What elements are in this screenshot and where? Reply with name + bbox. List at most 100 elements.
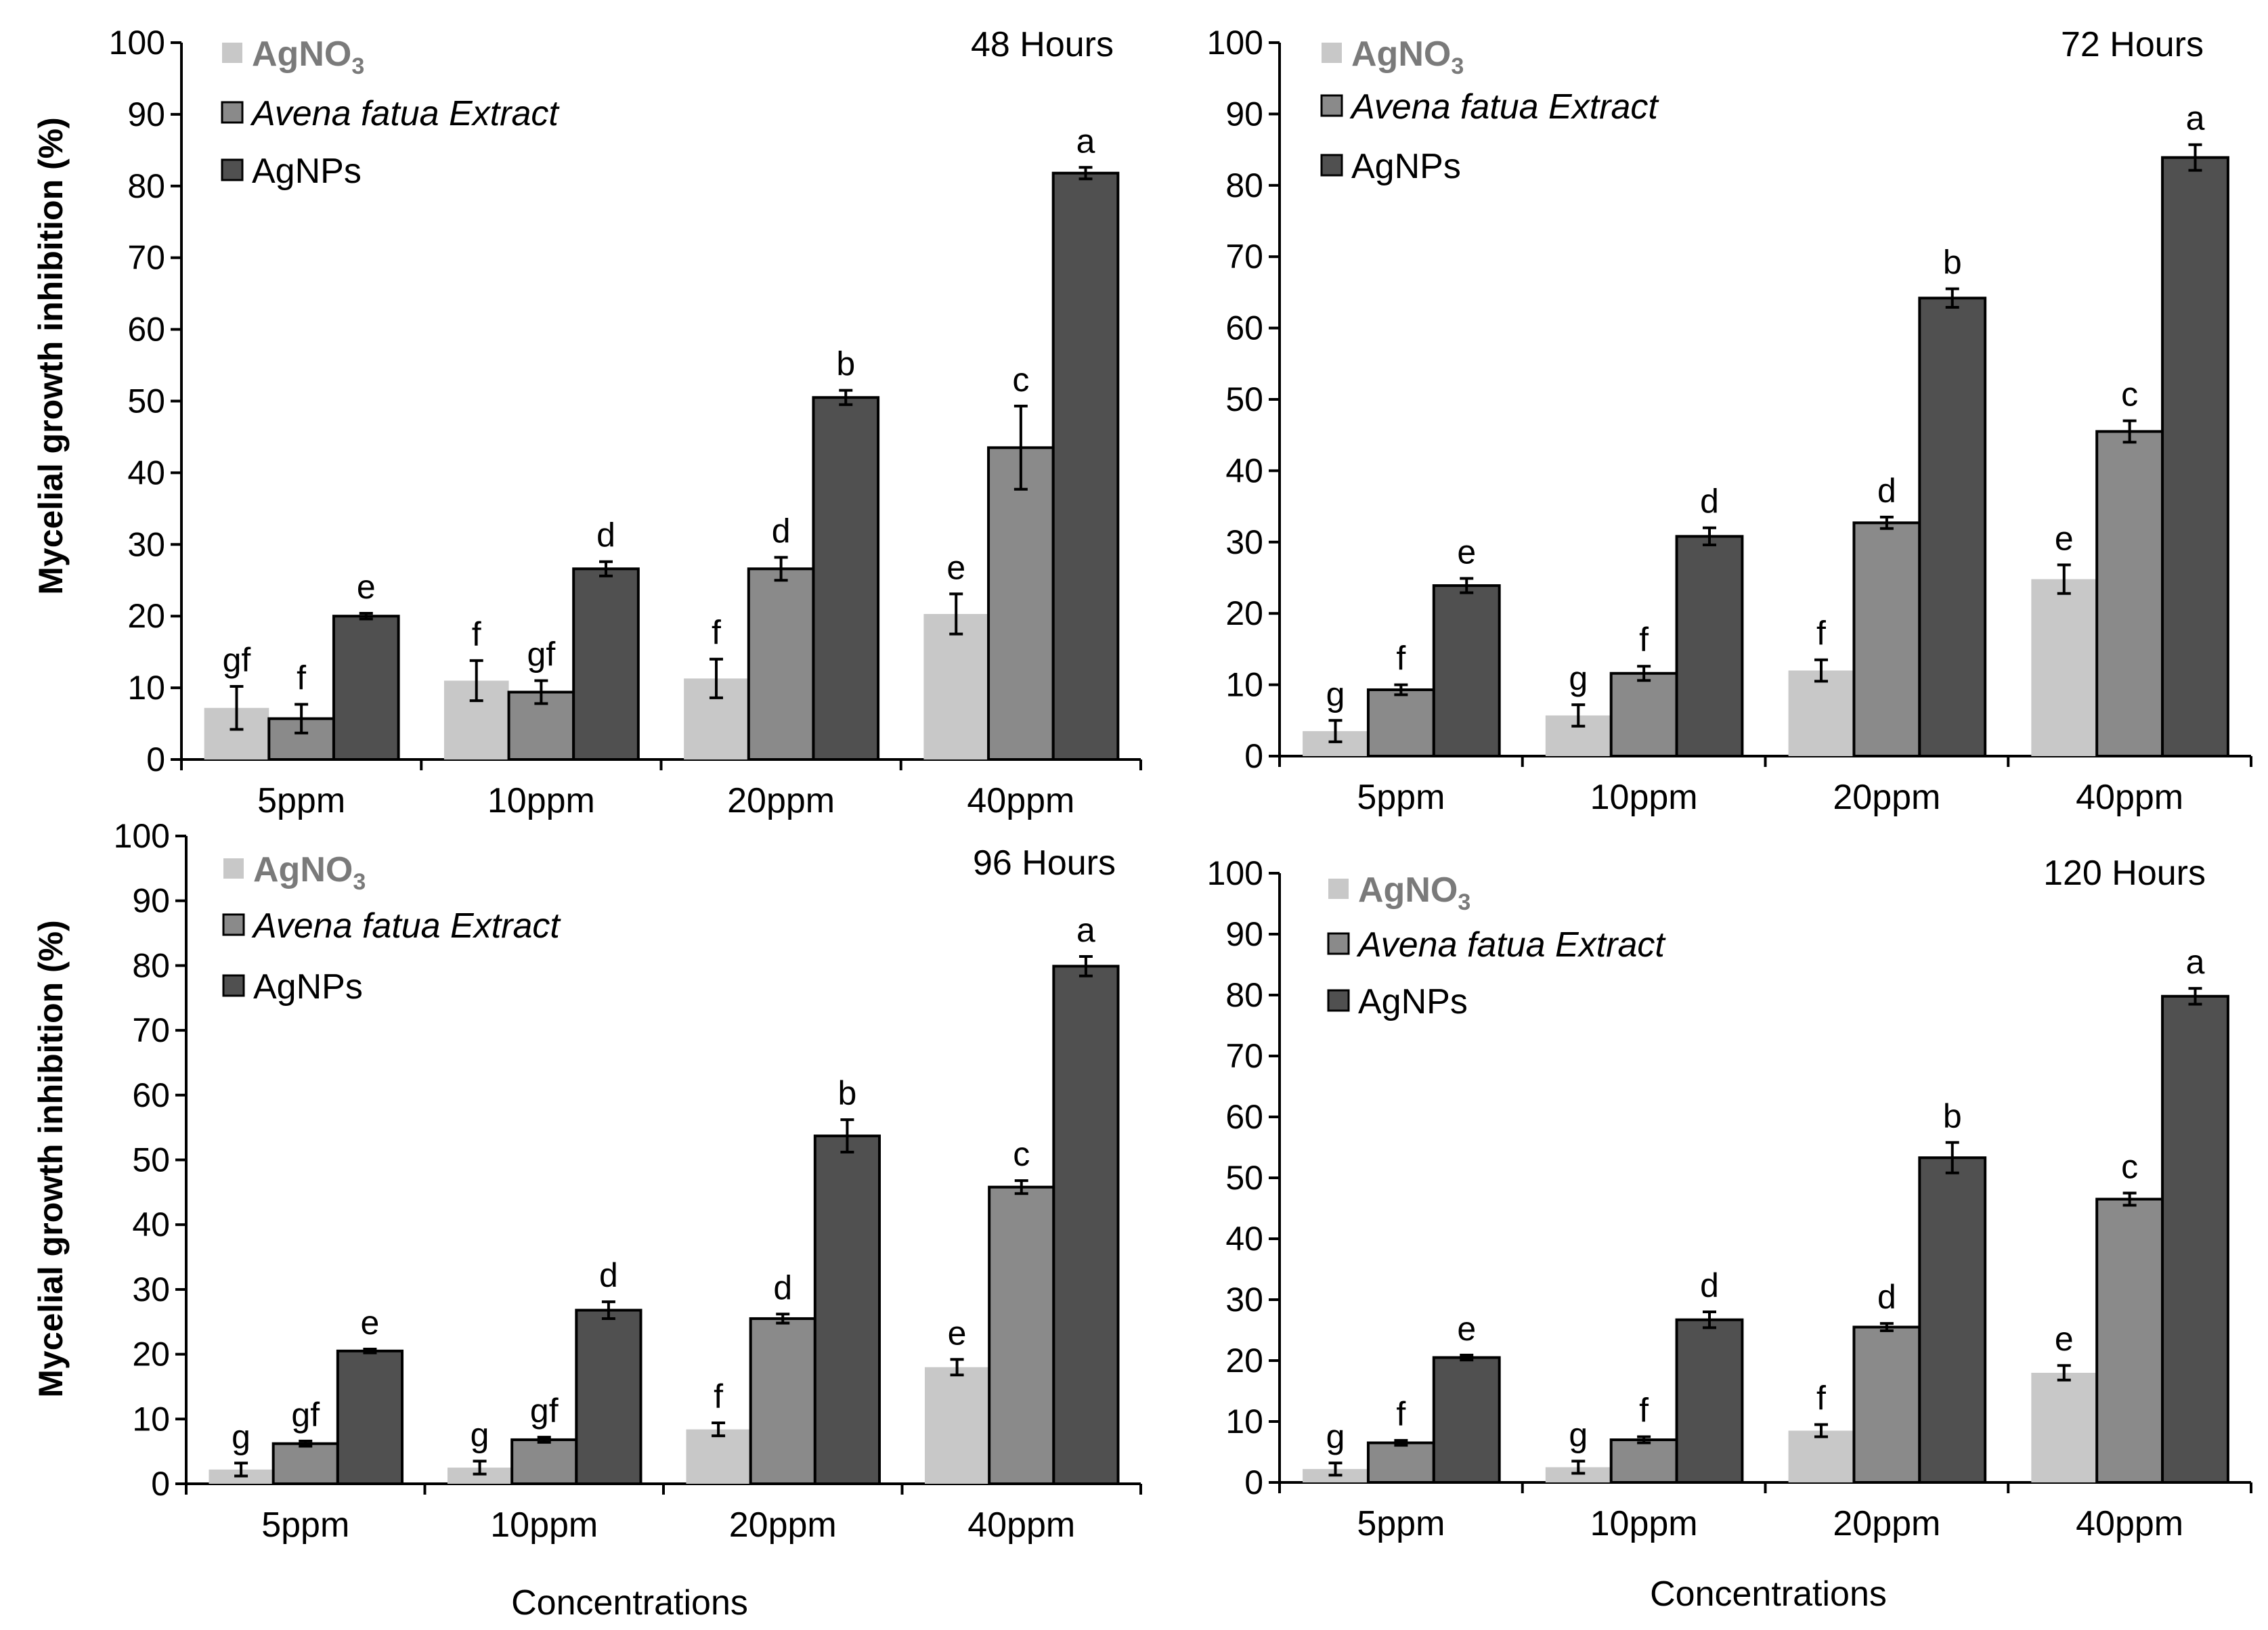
legend: AgNO3 Avena fatua Extract AgNPs <box>221 35 560 191</box>
legend-swatch <box>1328 879 1349 899</box>
y-tick-label: 80 <box>132 946 170 984</box>
x-tick-label: 5ppm <box>1357 778 1445 817</box>
bar <box>2161 156 2229 758</box>
y-tick-label: 50 <box>1225 1159 1263 1197</box>
y-tick-label: 30 <box>1225 1281 1263 1319</box>
ylabel-bottom: Mycelial growth inhibition (%) <box>32 920 70 1398</box>
y-tick-label: 30 <box>127 525 165 563</box>
significance-label: g <box>232 1417 250 1455</box>
significance-label: d <box>1700 483 1719 521</box>
significance-label: f <box>1816 615 1826 653</box>
chart-panel-4: 0 10 20 30 40 50 60 70 80 90 100 5ppm 10ppm 20ppm 40pp… <box>1207 854 2252 1543</box>
significance-label: gf <box>530 1392 559 1430</box>
bar <box>1366 1441 1435 1484</box>
legend-label: Avena fatua Extract <box>250 94 560 133</box>
significance-label: g <box>1326 1417 1345 1455</box>
y-tick-label: 70 <box>132 1011 170 1049</box>
significance-label: e <box>361 1304 380 1342</box>
y-tick-label: 20 <box>132 1336 170 1373</box>
significance-label: b <box>1943 1097 1962 1135</box>
bar <box>2031 1373 2097 1482</box>
significance-label: d <box>596 516 615 554</box>
legend: AgNO3 Avena fatua Extract AgNPs <box>1327 871 1666 1021</box>
xlabel-right: Concentrations <box>1650 1574 1887 1614</box>
bar <box>332 615 400 762</box>
significance-label: d <box>1877 1278 1896 1316</box>
y-tick-label: 50 <box>132 1141 170 1179</box>
significance-label: e <box>357 568 376 606</box>
legend-label: AgNO3 <box>1358 871 1470 915</box>
y-tick-label: 60 <box>1225 309 1263 347</box>
y-tick-label: 70 <box>127 239 165 277</box>
legend-label: AgNO3 <box>253 850 366 895</box>
y-tick-label: 100 <box>109 24 165 62</box>
significance-label: e <box>1457 533 1476 571</box>
significance-label: f <box>1639 1392 1649 1430</box>
bar <box>2095 1197 2164 1484</box>
x-tick-label: 40ppm <box>967 781 1074 820</box>
legend-swatch <box>1322 43 1342 63</box>
bar <box>1051 171 1120 762</box>
x-tick-label: 40ppm <box>967 1505 1075 1545</box>
bar <box>2031 579 2097 756</box>
x-tick-label: 40ppm <box>2076 1504 2183 1543</box>
y-tick-label: 100 <box>1207 24 1263 62</box>
significance-label: e <box>2055 520 2074 558</box>
x-tick-label: 5ppm <box>261 1505 349 1545</box>
y-tick-label: 80 <box>1225 976 1263 1014</box>
significance-label: d <box>772 512 791 550</box>
y-tick-label: 40 <box>132 1206 170 1243</box>
panel-title: 120 Hours <box>2043 854 2206 893</box>
legend-label: AgNPs <box>253 967 363 1007</box>
legend-label: AgNPs <box>1351 147 1461 186</box>
y-tick-label: 90 <box>1225 915 1263 953</box>
legend-label: AgNPs <box>1358 982 1468 1021</box>
panel-title: 72 Hours <box>2061 25 2204 64</box>
significance-label: a <box>2186 943 2205 981</box>
y-tick-label: 30 <box>1225 523 1263 561</box>
x-tick-label: 10ppm <box>1590 1504 1698 1543</box>
bar <box>1432 584 1501 757</box>
legend-label: Avena fatua Extract <box>1356 925 1666 965</box>
bar <box>336 1349 404 1485</box>
significance-label: a <box>1076 122 1095 160</box>
panel-title: 48 Hours <box>971 25 1114 64</box>
panel-title: 96 Hours <box>973 843 1116 883</box>
bar <box>1675 535 1744 757</box>
bar <box>1545 1467 1611 1482</box>
significance-label: f <box>297 659 306 697</box>
legend-swatch <box>1320 154 1343 177</box>
significance-label: d <box>773 1269 792 1306</box>
significance-label: f <box>1396 1395 1405 1433</box>
bar <box>923 614 989 759</box>
y-tick-label: 40 <box>1225 1220 1263 1258</box>
significance-label: d <box>1877 472 1896 510</box>
significance-label: f <box>1639 621 1649 659</box>
legend: AgNO3 Avena fatua Extract AgNPs <box>1320 35 1659 186</box>
legend-label: Avena fatua Extract <box>251 906 561 946</box>
y-tick-label: 90 <box>1225 95 1263 133</box>
legend-label: AgNO3 <box>1351 35 1464 79</box>
bar <box>987 446 1055 762</box>
significance-label: g <box>1569 659 1588 697</box>
x-tick-label: 20ppm <box>1833 778 1940 817</box>
y-tick-label: 60 <box>1225 1098 1263 1136</box>
legend-label: AgNO3 <box>252 35 364 79</box>
significance-label: b <box>836 345 855 383</box>
y-tick-label: 30 <box>132 1271 170 1308</box>
x-tick-label: 10ppm <box>1590 778 1698 817</box>
significance-label: a <box>1076 911 1095 949</box>
significance-label: c <box>1012 361 1029 399</box>
y-tick-label: 20 <box>1225 1342 1263 1380</box>
legend-swatch <box>221 158 244 181</box>
y-tick-label: 0 <box>1244 1463 1263 1501</box>
significance-label: g <box>1569 1416 1588 1454</box>
y-tick-label: 0 <box>146 741 165 778</box>
x-tick-label: 40ppm <box>2076 778 2183 817</box>
bar <box>1609 671 1678 758</box>
chart-panel-2: 0 10 20 30 40 50 60 70 80 90 100 5ppm 10ppm 20ppm 40pp… <box>1207 24 2252 817</box>
significance-label: gf <box>223 641 251 679</box>
x-tick-label: 20ppm <box>1833 1504 1940 1543</box>
